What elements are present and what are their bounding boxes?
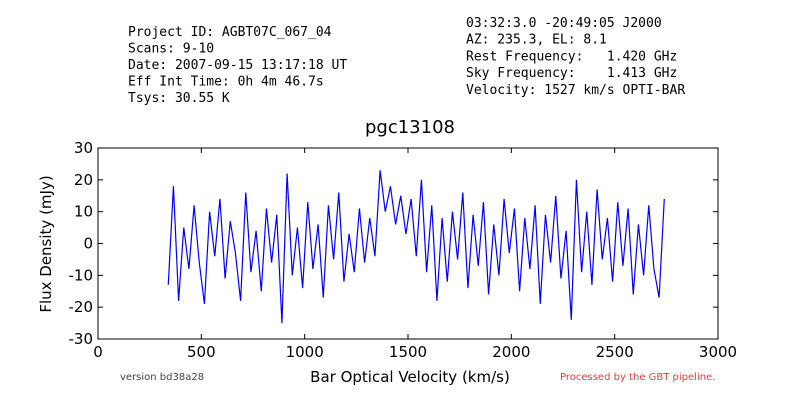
y-tick-label: 30 [74, 139, 93, 157]
x-tick-label: 1500 [389, 343, 427, 361]
spectrum-line [167, 170, 665, 324]
header-line: Date: 2007-09-15 13:17:18 UT [128, 58, 347, 73]
header-line: Rest Frequency: 1.420 GHz [466, 49, 677, 64]
y-tick-label: -20 [69, 298, 94, 316]
y-tick-label: -30 [69, 330, 94, 348]
y-tick-label: 10 [74, 203, 93, 221]
y-tick-label: -10 [69, 266, 94, 284]
x-tick-label: 3000 [699, 343, 737, 361]
header-line: AZ: 235.3, EL: 8.1 [466, 33, 607, 48]
x-tick-label: 500 [187, 343, 216, 361]
header-line: Scans: 9-10 [128, 42, 214, 57]
pipeline-note: Processed by the GBT pipeline. [560, 372, 715, 383]
header-line: Tsys: 30.55 K [128, 91, 230, 106]
y-tick-label: 0 [83, 235, 93, 253]
x-tick-label: 1000 [286, 343, 324, 361]
x-tick-label: 0 [93, 343, 103, 361]
header-line: Velocity: 1527 km/s OPTI-BAR [466, 83, 685, 98]
y-tick-label: 20 [74, 171, 93, 189]
y-axis-label: Flux Density (mJy) [37, 175, 55, 312]
header-line: 03:32:3.0 -20:49:05 J2000 [466, 16, 662, 31]
header-line: Eff Int Time: 0h 4m 46.7s [128, 75, 324, 90]
chart-title: pgc13108 [365, 117, 455, 138]
x-tick-label: 2500 [596, 343, 634, 361]
x-tick-label: 2000 [492, 343, 530, 361]
header-line: Project ID: AGBT07C_067_04 [128, 25, 332, 40]
x-axis-label: Bar Optical Velocity (km/s) [310, 368, 510, 386]
version-note: version bd38a28 [120, 372, 204, 383]
header-line: Sky Frequency: 1.413 GHz [466, 66, 677, 81]
